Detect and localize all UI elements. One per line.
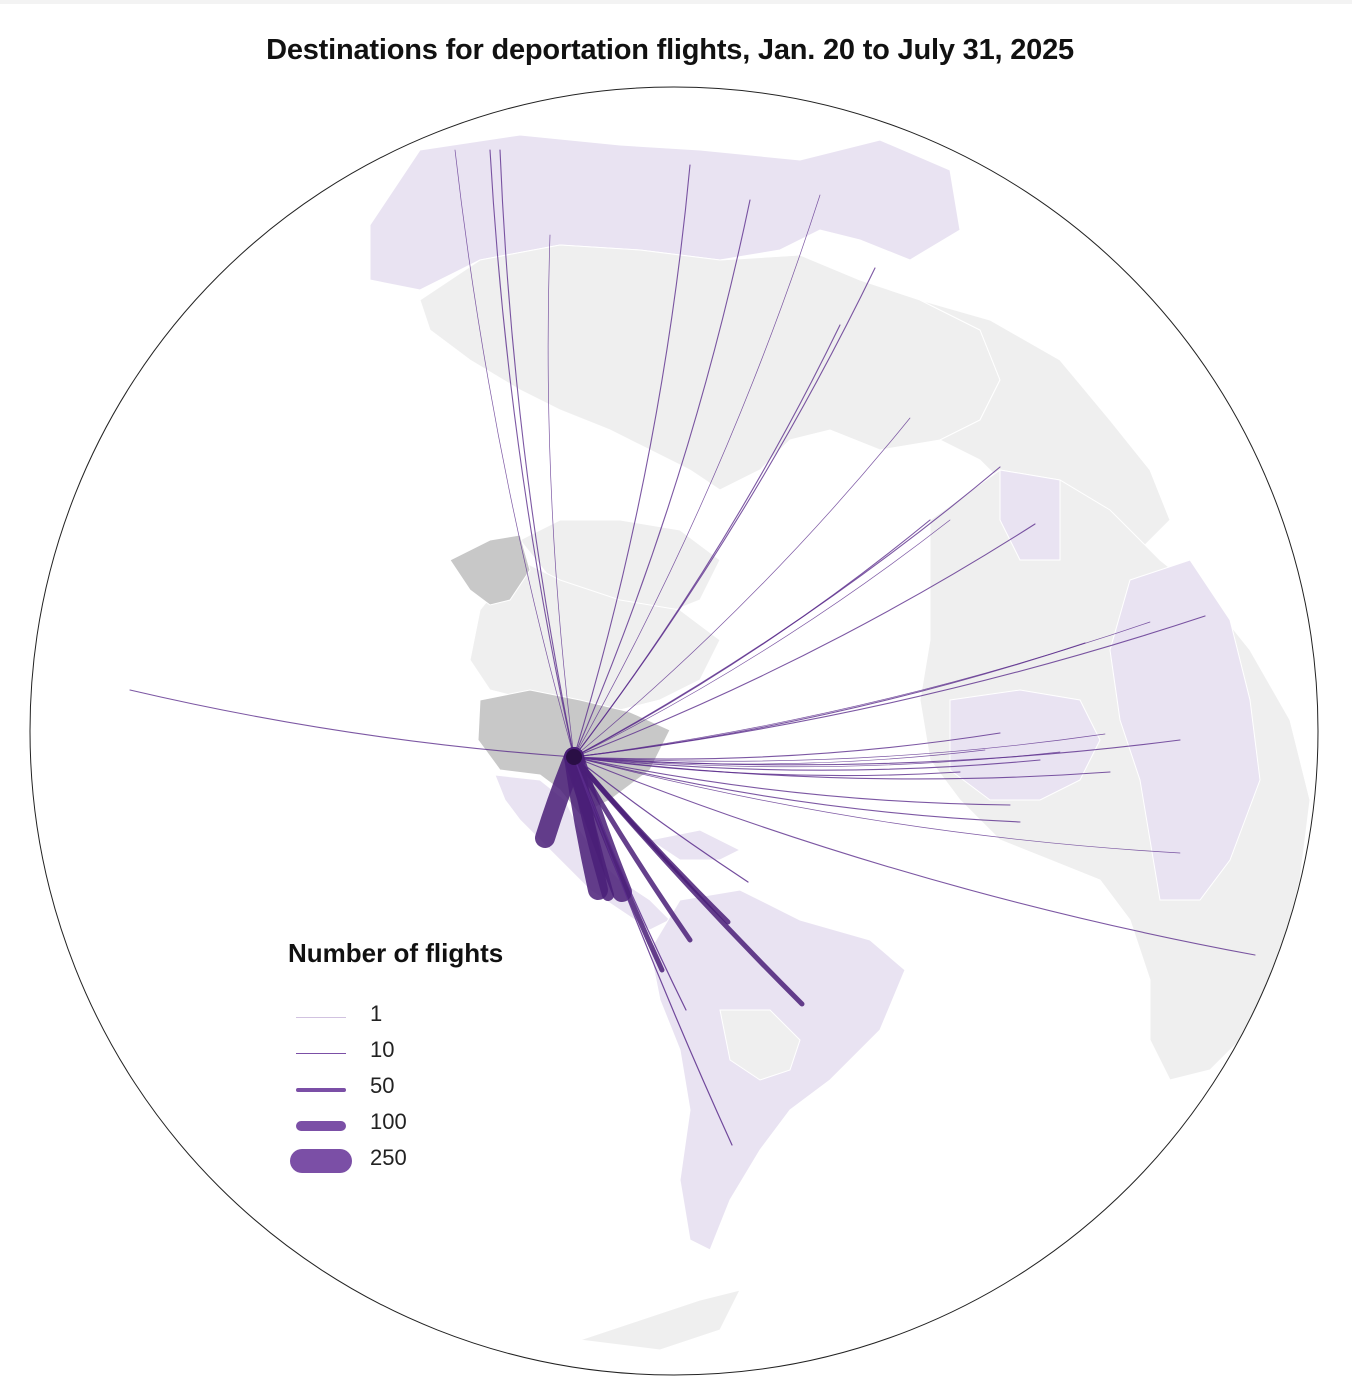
route-line [454, 149, 575, 758]
map-title: Destinations for deportation flights, Ja… [266, 34, 1074, 66]
route-line [573, 749, 986, 765]
route-line [573, 324, 841, 758]
legend-swatch-10 [296, 1053, 346, 1054]
route-line [573, 756, 961, 777]
route-line [573, 199, 751, 758]
route-line [573, 523, 1036, 758]
route-line [573, 756, 1256, 956]
legend-item: 50 [288, 1073, 588, 1111]
globe-outline [29, 86, 1319, 1376]
antarctica-region [579, 1289, 741, 1351]
route-line [499, 149, 575, 758]
west-africa-destinations [949, 689, 1101, 801]
north-africa-destinations [999, 469, 1061, 561]
route-line [573, 164, 691, 758]
caribbean-region [648, 829, 742, 861]
legend-label: 100 [370, 1109, 407, 1134]
legend: Number of flights 1 10 50 100 250 [288, 938, 588, 1183]
route-line [573, 733, 1106, 762]
route-dominican-republic [571, 754, 805, 1007]
route-line [573, 417, 911, 758]
route-line [573, 519, 951, 758]
origin-hub [566, 749, 582, 765]
route-line [573, 739, 1181, 766]
legend-item: 250 [288, 1145, 588, 1183]
route-line [573, 519, 931, 758]
legend-swatch-50 [296, 1088, 346, 1092]
route-line [573, 642, 1086, 758]
route-line [573, 751, 1061, 768]
route-nicaragua [573, 756, 749, 883]
routes-layer [129, 149, 1256, 1146]
legend-title: Number of flights [288, 938, 504, 968]
legend-swatch-1 [296, 1017, 346, 1018]
legend-label: 1 [370, 1001, 383, 1026]
legend-label: 250 [370, 1145, 407, 1170]
route-line [489, 149, 575, 758]
top-rule [0, 0, 1352, 4]
brazil-region [719, 1009, 801, 1081]
legend-item: 10 [288, 1037, 588, 1075]
alaska-region [449, 534, 531, 606]
africa-destinations [1109, 559, 1261, 901]
route-line [573, 756, 1011, 806]
route-line [573, 756, 1021, 823]
route-peru [573, 756, 687, 1011]
route-line [573, 756, 1181, 854]
route-line [573, 194, 821, 758]
route-colombia [571, 754, 693, 943]
legend-item: 100 [288, 1109, 588, 1147]
route-south-america-other- [573, 756, 733, 1146]
legend-label: 10 [370, 1037, 395, 1062]
legend-label: 50 [370, 1073, 395, 1098]
route-line [573, 756, 1041, 771]
legend-item: 1 [288, 1001, 588, 1039]
route-line [129, 689, 575, 758]
canada-region [469, 559, 721, 711]
route-line [547, 234, 575, 758]
legend-swatch-100 [296, 1121, 346, 1131]
legend-swatch-250 [290, 1149, 352, 1173]
land-layer [369, 134, 1311, 1351]
route-line [573, 732, 1001, 760]
